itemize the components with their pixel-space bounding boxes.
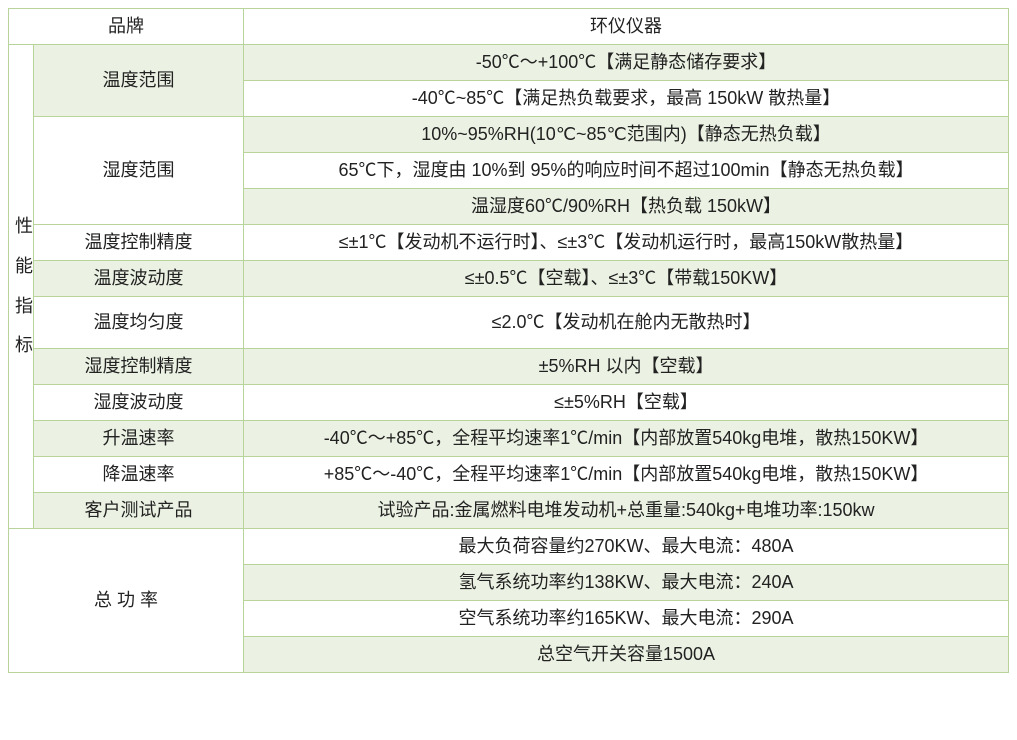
temp-uniform-v1: ≤2.0℃【发动机在舱内无散热时】 bbox=[244, 297, 1009, 349]
customer-product-v1: 试验产品:金属燃料电堆发动机+总重量:540kg+电堆功率:150kw bbox=[244, 493, 1009, 529]
brand-value: 环仪仪器 bbox=[244, 9, 1009, 45]
heating-rate-label: 升温速率 bbox=[34, 421, 244, 457]
temp-uniform-label: 温度均匀度 bbox=[34, 297, 244, 349]
humidity-range-label: 湿度范围 bbox=[34, 117, 244, 225]
humidity-fluct-v1: ≤±5%RH【空载】 bbox=[244, 385, 1009, 421]
humidity-ctrl-acc-v1: ±5%RH 以内【空载】 bbox=[244, 349, 1009, 385]
humidity-fluct-label: 湿度波动度 bbox=[34, 385, 244, 421]
humidity-range-v1: 10%~95%RH(10℃~85℃范围内)【静态无热负载】 bbox=[244, 117, 1009, 153]
brand-label: 品牌 bbox=[9, 9, 244, 45]
power-v3: 空气系统功率约165KW、最大电流：290A bbox=[244, 601, 1009, 637]
temp-ctrl-acc-v1: ≤±1℃【发动机不运行时】、≤±3℃【发动机运行时，最高150kW散热量】 bbox=[244, 225, 1009, 261]
humidity-ctrl-acc-label: 湿度控制精度 bbox=[34, 349, 244, 385]
cooling-rate-label: 降温速率 bbox=[34, 457, 244, 493]
heating-rate-v1: -40℃～+85℃，全程平均速率1℃/min【内部放置540kg电堆，散热150… bbox=[244, 421, 1009, 457]
temp-range-v2: -40℃~85℃【满足热负载要求，最高 150kW 散热量】 bbox=[244, 81, 1009, 117]
temp-range-label: 温度范围 bbox=[34, 45, 244, 117]
power-section-label: 总 功 率 bbox=[9, 529, 244, 673]
temp-range-v1: -50℃～+100℃【满足静态储存要求】 bbox=[244, 45, 1009, 81]
humidity-range-v3: 温湿度60℃/90%RH【热负载 150kW】 bbox=[244, 189, 1009, 225]
power-v2: 氢气系统功率约138KW、最大电流：240A bbox=[244, 565, 1009, 601]
temp-fluct-v1: ≤±0.5℃【空载】、≤±3℃【带载150KW】 bbox=[244, 261, 1009, 297]
temp-ctrl-acc-label: 温度控制精度 bbox=[34, 225, 244, 261]
temp-fluct-label: 温度波动度 bbox=[34, 261, 244, 297]
power-v1: 最大负荷容量约270KW、最大电流：480A bbox=[244, 529, 1009, 565]
spec-table: 品牌 环仪仪器 性能指标 温度范围 -50℃～+100℃【满足静态储存要求】 -… bbox=[8, 8, 1009, 673]
perf-section-label: 性能指标 bbox=[9, 45, 34, 529]
perf-section-text: 性能指标 bbox=[15, 207, 33, 365]
power-v4: 总空气开关容量1500A bbox=[244, 637, 1009, 673]
customer-product-label: 客户测试产品 bbox=[34, 493, 244, 529]
cooling-rate-v1: +85℃～-40℃，全程平均速率1℃/min【内部放置540kg电堆，散热150… bbox=[244, 457, 1009, 493]
humidity-range-v2: 65℃下，湿度由 10%到 95%的响应时间不超过100min【静态无热负载】 bbox=[244, 153, 1009, 189]
